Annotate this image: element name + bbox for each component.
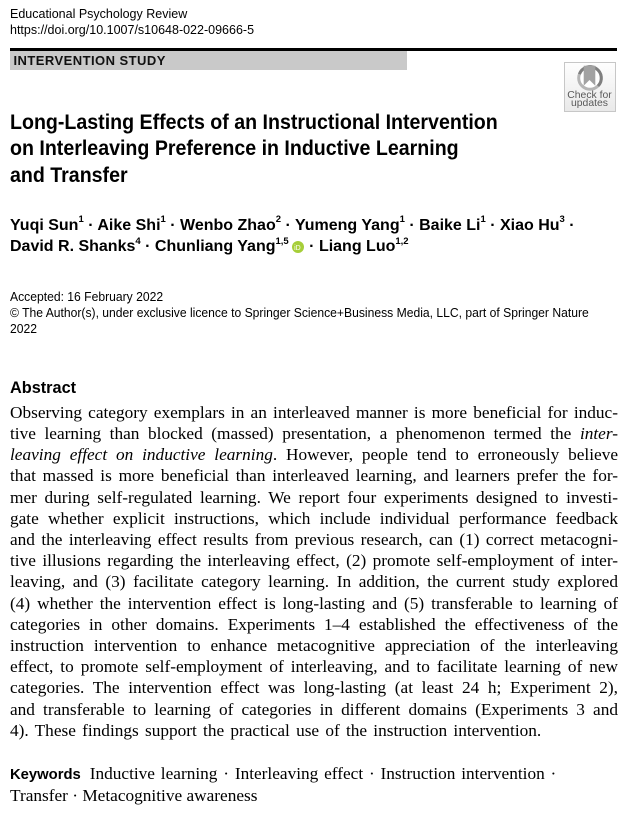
svg-text:iD: iD bbox=[294, 245, 301, 252]
